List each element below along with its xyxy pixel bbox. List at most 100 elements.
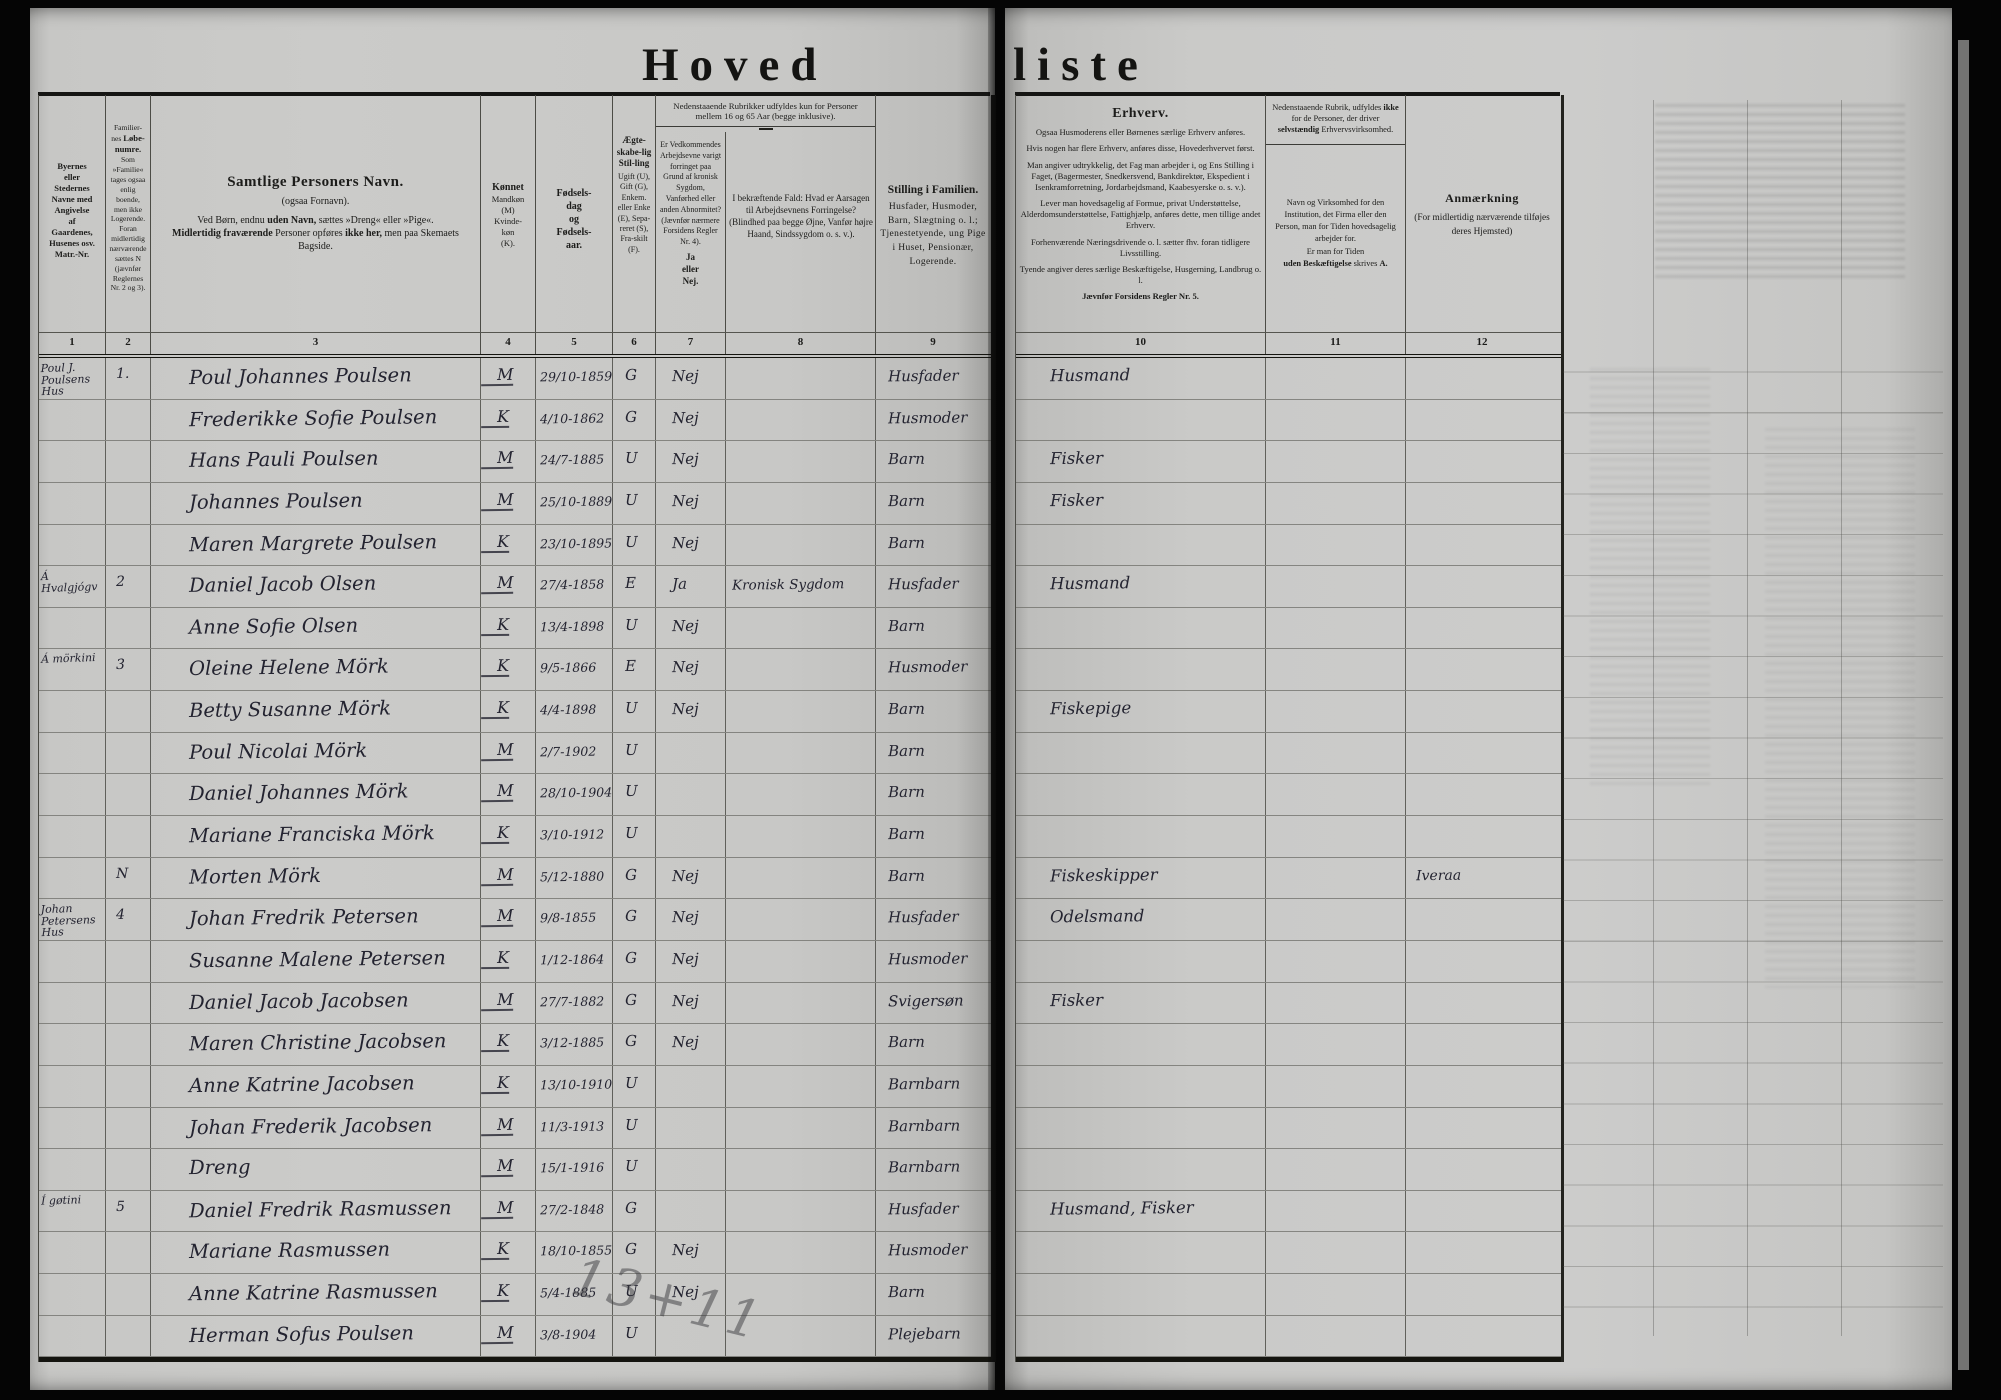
cell-cause	[726, 441, 876, 482]
cell-place: Á Hvalgjógv	[39, 566, 106, 607]
cell-sex: K	[480, 1232, 536, 1274]
cell-occupation: Fiskeskipper	[1016, 857, 1266, 899]
cell-occupation: Husmand	[1016, 566, 1266, 607]
table-row	[1016, 816, 1561, 858]
cell-birthdate: 3/10-1912	[536, 816, 613, 857]
cell-place	[39, 1024, 106, 1065]
table-row: Anne Katrine Jacobsen K 13/10-1910 U Bar…	[39, 1065, 991, 1108]
cell-sex: M	[480, 441, 536, 482]
cell-remark	[1406, 1066, 1558, 1107]
table-row: Poul Nicolai Mörk M 2/7-1902 U Barn	[39, 732, 991, 775]
cell-employer	[1266, 940, 1406, 982]
cell-remark	[1406, 816, 1558, 857]
cell-cause: Kronisk Sygdom	[726, 566, 876, 607]
cell-sex: K	[480, 399, 536, 441]
table-row: Fisker	[1016, 482, 1561, 525]
cell-family-position: Husfader	[887, 1199, 959, 1219]
cell-family-position: Barn	[887, 783, 925, 802]
cell-occupation: Fisker	[1016, 982, 1266, 1024]
cell-sex: K	[480, 1065, 536, 1107]
header-remark-column: Anmærkning (For midlertidig nærværende t…	[1414, 191, 1550, 237]
cell-family-number: 2	[106, 566, 151, 607]
header-family-position-column: Stilling i Familien. Husfader, Husmoder,…	[880, 184, 986, 267]
cell-sex: K	[480, 649, 536, 691]
cell-work-ability: Nej	[656, 940, 726, 982]
cell-name: Hans Pauli Poulsen	[151, 441, 481, 482]
header-age-16-65-group: Nedenstaaende Rubrikker udfyldes kun for…	[656, 95, 876, 332]
cell-name: Morten Mörk	[151, 857, 481, 899]
cell-work-ability: Nej	[656, 649, 726, 691]
cell-family-number	[106, 441, 151, 482]
cell-name: Mariane Franciska Mörk	[151, 816, 481, 857]
table-row: Hans Pauli Poulsen M 24/7-1885 U Nej Bar…	[39, 441, 991, 483]
cell-marital-status: U	[613, 482, 656, 524]
census-right-page: liste Erhverv. Ogsaa Husmoderens eller B…	[1005, 8, 1952, 1390]
cell-marital-status: G	[613, 982, 656, 1024]
cell-work-ability: Ja	[656, 566, 726, 607]
right-column-numbers: 10 11 12	[1016, 332, 1561, 358]
cell-employer	[1266, 857, 1406, 899]
cell-remark	[1406, 358, 1558, 399]
cell-cause	[726, 1065, 876, 1107]
cell-birthdate: 28/10-1904	[536, 774, 613, 816]
left-table-rows: Poul J. Poulsens Hus 1. Poul Johannes Po…	[39, 357, 991, 1358]
table-row	[1016, 649, 1561, 692]
cell-marital-status: G	[613, 1232, 656, 1274]
cell-marital-status: G	[613, 899, 656, 941]
cell-family-position: Husmoder	[887, 657, 968, 677]
cell-work-ability	[656, 816, 726, 857]
cell-family-position: Barn	[887, 741, 925, 760]
cell-cause	[726, 1232, 876, 1274]
header-work-ability-column: Er Vedkommendes Arbejdsevne varigt forri…	[656, 132, 726, 332]
cell-occupation	[1016, 1024, 1266, 1065]
cell-place	[39, 774, 106, 816]
cell-cause	[726, 1315, 876, 1357]
right-table-header: Erhverv. Ogsaa Husmoderens eller Børnene…	[1016, 95, 1561, 332]
cell-employer	[1266, 774, 1406, 816]
table-row: Anne Katrine Rasmussen K 5/4-1885 U Nej …	[39, 1273, 991, 1316]
cell-work-ability	[656, 1065, 726, 1107]
cell-family-position: Barn	[887, 1282, 925, 1302]
cell-work-ability: Nej	[656, 982, 726, 1024]
cell-sex: M	[480, 857, 536, 899]
table-row: Frederikke Sofie Poulsen K 4/10-1862 G N…	[39, 399, 991, 442]
cell-work-ability: Nej	[656, 482, 726, 524]
cell-birthdate: 23/10-1895	[536, 524, 613, 566]
table-row	[1016, 1315, 1561, 1358]
table-row	[1016, 524, 1561, 567]
cell-work-ability: Nej	[656, 358, 726, 400]
table-row	[1016, 399, 1561, 442]
cell-place	[39, 940, 106, 982]
cell-family-position: Barn	[887, 616, 925, 635]
cell-birthdate: 11/3-1913	[536, 1107, 613, 1149]
table-row: Daniel Johannes Mörk M 28/10-1904 U Barn	[39, 774, 991, 817]
cell-cause	[726, 899, 876, 941]
cell-sex: K	[480, 940, 536, 982]
cell-place	[39, 607, 106, 649]
cell-cause	[726, 524, 876, 566]
cell-family-number	[106, 940, 151, 982]
cell-family-position: Husmoder	[887, 1240, 968, 1260]
cell-occupation: Fiskepige	[1016, 691, 1266, 732]
table-bottom-rule	[39, 1357, 991, 1363]
cell-family-position: Husmoder	[887, 408, 968, 428]
cell-birthdate: 13/10-1910	[536, 1065, 613, 1107]
cell-name: Betty Susanne Mörk	[151, 691, 481, 732]
cell-occupation	[1016, 607, 1266, 649]
cell-occupation: Husmand	[1016, 358, 1266, 399]
cell-work-ability	[656, 1190, 726, 1232]
cell-place	[39, 982, 106, 1024]
header-place-column: Byernes eller Stedernes Navne med Angive…	[39, 95, 106, 332]
cell-work-ability: Nej	[656, 524, 726, 566]
header-family-number-column: Familier- nes Løbe- numre. Som »Familie«…	[106, 95, 151, 332]
cell-place	[39, 399, 106, 441]
cell-occupation	[1016, 1107, 1266, 1149]
cell-family-position: Husmoder	[887, 949, 968, 969]
cell-cause	[726, 1149, 876, 1190]
cell-birthdate: 9/8-1855	[536, 899, 613, 941]
cell-birthdate: 27/7-1882	[536, 982, 613, 1024]
cell-name: Anne Katrine Rasmussen	[151, 1274, 481, 1315]
cell-occupation	[1016, 1274, 1266, 1315]
cell-employer	[1266, 816, 1406, 857]
cell-remark	[1406, 1024, 1558, 1065]
